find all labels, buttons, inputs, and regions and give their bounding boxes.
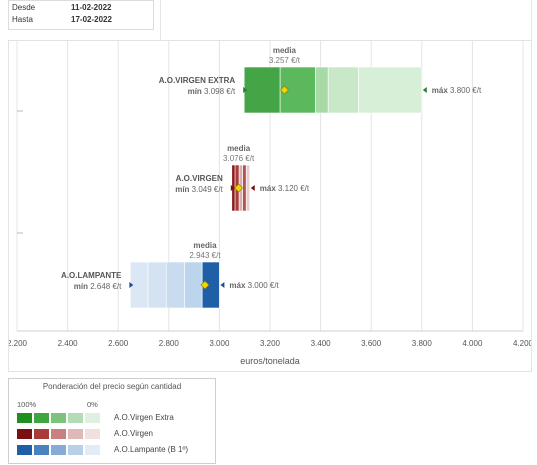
legend-swatch [68,413,83,423]
chart-svg: 2.200 2.400 2.600 2.800 3.000 3.200 3.400 3.600… [9,41,531,366]
hasta-row: Hasta 17-02-2022 [9,15,153,27]
min-label-group: mín 2.648 €/t [74,282,122,291]
mean-label: media [227,144,251,153]
x-tick-label: 2.400 [58,339,79,348]
max-value: 3.800 €/t [450,86,482,95]
x-tick-label: 3.400 [311,339,332,348]
x-tick-label: 3.200 [260,339,281,348]
legend-swatch [17,413,32,423]
x-tick-label: 2.600 [108,339,129,348]
legend: Ponderación del precio según cantidad 10… [8,378,216,464]
min-pointer [243,87,248,93]
legend-swatch [17,429,32,439]
desde-value: 11-02-2022 [71,3,112,12]
header-panel [160,0,532,41]
max-label: máx [432,86,450,95]
legend-swatch [34,445,49,455]
min-label: mín [188,87,204,96]
mean-value: 3.076 €/t [223,154,255,163]
legend-swatch [85,429,100,439]
x-tick-label: 2.200 [9,339,28,348]
legend-label: A.O.Lampante (B 1º) [114,445,189,454]
legend-scale-left: 100% [17,400,37,409]
legend-swatch [34,429,49,439]
max-pointer [422,87,427,93]
mean-marker [234,183,244,193]
series-name: A.O.VIRGEN EXTRA [159,76,236,85]
x-tick-label: 3.800 [412,339,433,348]
range-band [184,261,203,309]
legend-swatch [51,429,66,439]
range-band [327,66,359,114]
series-name: A.O.VIRGEN [176,174,223,183]
range-band [243,66,281,114]
max-value: 3.120 €/t [278,184,310,193]
mean-label: media [273,46,297,55]
hasta-label: Hasta [12,15,33,24]
range-band [315,66,329,114]
min-label-group: mín 3.098 €/t [188,87,236,96]
max-label-group: máx 3.000 €/t [229,281,279,290]
legend-swatch [68,445,83,455]
x-axis-title: euros/tonelada [240,356,300,366]
legend-swatch [68,429,83,439]
x-tick-label: 4.000 [462,339,483,348]
range-band [147,261,167,309]
legend-scale-right: 0% [87,400,98,409]
legend-swatch [51,413,66,423]
min-label: mín [175,185,191,194]
range-band [358,66,423,114]
min-pointer [230,185,235,191]
legend-swatch [85,413,100,423]
mean-value: 3.257 €/t [269,56,301,65]
x-tick-label: 2.800 [159,339,180,348]
legend-swatch [85,445,100,455]
max-label-group: máx 3.800 €/t [432,86,482,95]
min-pointer [129,282,134,288]
legend-swatch [51,445,66,455]
max-pointer [250,185,255,191]
date-range-panel: Desde 11-02-2022 Hasta 17-02-2022 [8,0,154,30]
legend-label: A.O.Virgen [114,429,153,438]
x-tick-label: 3.600 [361,339,382,348]
x-tick-label: 4.200 [513,339,531,348]
legend-swatch [17,445,32,455]
min-label-group: mín 3.049 €/t [175,185,223,194]
max-label-group: máx 3.120 €/t [260,184,310,193]
range-band [242,164,247,212]
min-label: mín [74,282,90,291]
min-value: 2.648 €/t [90,282,122,291]
min-value: 3.098 €/t [204,87,236,96]
price-range-chart: 2.200 2.400 2.600 2.800 3.000 3.200 3.400 3.600… [8,40,532,372]
legend-label: A.O.Virgen Extra [114,413,174,422]
max-label: máx [229,281,247,290]
min-value: 3.049 €/t [192,185,224,194]
mean-marker [279,85,289,95]
legend-title: Ponderación del precio según cantidad [42,382,182,391]
max-value: 3.000 €/t [248,281,280,290]
range-band [165,261,185,309]
mean-label: media [193,241,217,250]
max-label: máx [260,184,278,193]
range-band [245,164,251,212]
legend-swatch [34,413,49,423]
mean-marker [200,280,210,290]
x-tick-label: 3.000 [209,339,230,348]
hasta-value: 17-02-2022 [71,15,112,24]
desde-row: Desde 11-02-2022 [9,3,153,15]
max-pointer [220,282,225,288]
desde-label: Desde [12,3,36,12]
mean-value: 2.943 €/t [189,251,221,260]
series-name: A.O.LAMPANTE [61,271,122,280]
